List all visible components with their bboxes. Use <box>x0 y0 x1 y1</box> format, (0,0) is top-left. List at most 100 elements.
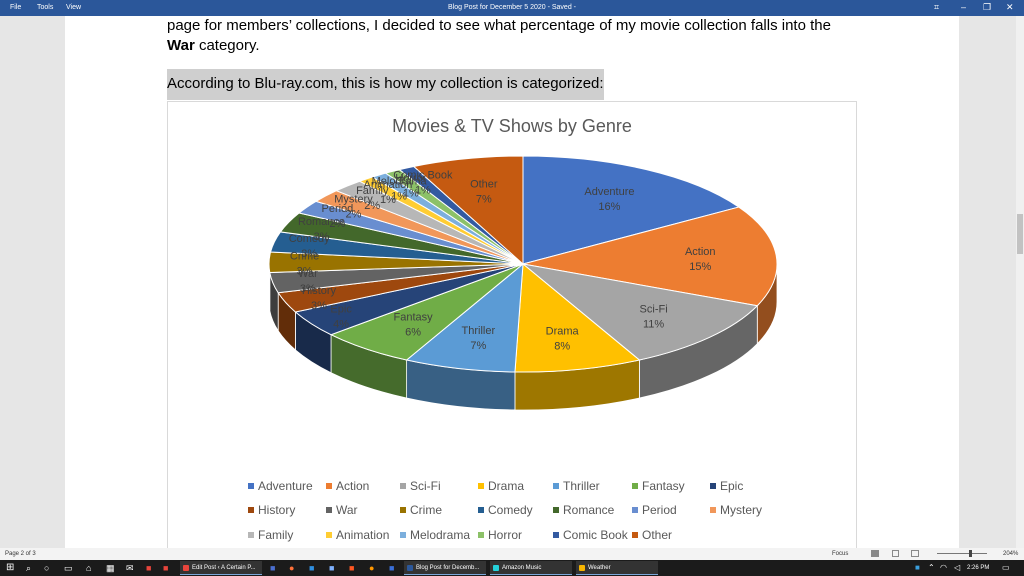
legend-item-war[interactable]: War <box>326 503 358 517</box>
pinned-app-icon[interactable]: ■ <box>329 563 335 573</box>
legend-item-crime[interactable]: Crime <box>400 503 442 517</box>
legend-swatch <box>326 532 332 538</box>
pinned-app-icon[interactable]: ■ <box>146 563 152 573</box>
legend-item-comic-book[interactable]: Comic Book <box>553 528 629 542</box>
legend-label: Mystery <box>720 503 762 517</box>
legend-label: History <box>258 503 295 517</box>
restore-button[interactable]: ❐ <box>983 2 992 12</box>
legend-item-period[interactable]: Period <box>632 503 677 517</box>
pinned-app-icon[interactable]: ■ <box>349 563 355 573</box>
legend-swatch <box>553 483 559 489</box>
menu-view[interactable]: View <box>66 4 82 11</box>
taskbar-app-music[interactable]: Amazon Music <box>490 561 572 575</box>
taskbar: ⊞ ⌕ ○ ▭ ⌂ ▦ ✉ ■ ■ Edit Post ‹ A Certain … <box>0 560 1024 576</box>
tray-app-icon[interactable]: ■ <box>915 563 920 572</box>
legend-item-thriller[interactable]: Thriller <box>553 479 600 493</box>
volume-icon[interactable]: ◁ <box>954 563 961 572</box>
legend-swatch <box>248 483 254 489</box>
slice-percent-label: 7% <box>476 193 492 205</box>
pie-slice-other[interactable] <box>412 155 524 266</box>
pie-slice-action[interactable] <box>522 206 778 307</box>
legend-item-other[interactable]: Other <box>632 528 672 542</box>
zoom-level[interactable]: 204% <box>1003 551 1019 557</box>
focus-button[interactable]: Focus <box>832 551 849 557</box>
pie-slice-thriller[interactable] <box>405 262 524 373</box>
legend-item-sci-fi[interactable]: Sci-Fi <box>400 479 441 493</box>
title-bar: File Tools View Blog Post for December 5… <box>0 0 1024 16</box>
slice-percent-label: 6% <box>405 326 421 338</box>
chevron-up-icon[interactable]: ⌃ <box>928 563 935 572</box>
pinned-app-icon[interactable]: ■ <box>163 563 169 573</box>
zoom-slider-handle[interactable] <box>969 550 972 557</box>
legend-item-adventure[interactable]: Adventure <box>248 479 313 493</box>
legend-item-action[interactable]: Action <box>326 479 369 493</box>
legend-item-fantasy[interactable]: Fantasy <box>632 479 685 493</box>
legend-item-melodrama[interactable]: Melodrama <box>400 528 470 542</box>
legend-label: Comedy <box>488 503 533 517</box>
pie-slice-adventure[interactable] <box>522 155 741 265</box>
search-icon[interactable]: ⌕ <box>26 563 32 573</box>
paragraph-text: category. <box>194 37 260 54</box>
clock[interactable]: 2:26 PM <box>967 565 990 571</box>
legend-item-history[interactable]: History <box>248 503 295 517</box>
close-button[interactable]: ✕ <box>1006 2 1014 12</box>
notifications-icon[interactable]: ▭ <box>1002 563 1010 572</box>
windows-start-icon[interactable]: ⊞ <box>6 562 15 573</box>
slice-category-label: War <box>298 268 318 280</box>
taskbar-app-label: Blog Post for Decemb... <box>416 565 480 571</box>
slice-percent-label: 1% <box>380 194 396 206</box>
legend-item-animation[interactable]: Animation <box>326 528 389 542</box>
taskbar-app-label: Amazon Music <box>502 565 542 571</box>
cortana-icon[interactable]: ○ <box>44 563 50 573</box>
wifi-icon[interactable]: ◠ <box>940 563 947 572</box>
legend-swatch <box>553 532 559 538</box>
read-mode-icon[interactable] <box>871 550 879 557</box>
legend-swatch <box>553 507 559 513</box>
taskbar-app-label: Edit Post ‹ A Certain P... <box>192 565 256 571</box>
legend-item-family[interactable]: Family <box>248 528 293 542</box>
store-icon[interactable]: ▦ <box>106 563 115 573</box>
chart-container[interactable]: Movies & TV Shows by Genre Adventure 16% A… <box>167 101 857 553</box>
slice-percent-label: 7% <box>470 340 486 352</box>
scrollbar-thumb[interactable] <box>1017 214 1023 254</box>
legend-label: Period <box>642 503 677 517</box>
print-layout-icon[interactable] <box>892 550 899 557</box>
legend-label: Melodrama <box>410 528 470 542</box>
legend-item-comedy[interactable]: Comedy <box>478 503 533 517</box>
pinned-app-icon[interactable]: ■ <box>389 563 395 573</box>
legend-swatch <box>632 532 638 538</box>
zoom-slider[interactable] <box>937 553 987 554</box>
pinned-app-icon[interactable]: ● <box>289 563 295 573</box>
legend-item-horror[interactable]: Horror <box>478 528 522 542</box>
slice-percent-label: 15% <box>689 261 711 273</box>
legend-item-drama[interactable]: Drama <box>478 479 524 493</box>
slice-category-label: Comedy <box>289 233 330 245</box>
slice-percent-label: 3% <box>301 248 317 260</box>
pinned-app-icon[interactable]: ■ <box>270 563 276 573</box>
web-layout-icon[interactable] <box>911 550 919 557</box>
legend-label: Romance <box>563 503 615 517</box>
legend-item-mystery[interactable]: Mystery <box>710 503 762 517</box>
legend-item-romance[interactable]: Romance <box>553 503 615 517</box>
vertical-scrollbar[interactable] <box>1016 16 1024 548</box>
task-view-icon[interactable]: ▭ <box>64 563 73 573</box>
immersive-reader-icon[interactable]: ⌗ <box>934 2 940 12</box>
menu-file[interactable]: File <box>10 4 22 11</box>
pie-slice-sci-fi[interactable] <box>521 263 759 361</box>
slice-category-label: Period <box>321 203 353 215</box>
home-icon[interactable]: ⌂ <box>86 563 92 573</box>
minimize-button[interactable]: – <box>961 2 967 12</box>
legend-item-epic[interactable]: Epic <box>710 479 743 493</box>
slice-category-label: History <box>302 285 337 297</box>
menu-tools[interactable]: Tools <box>37 4 54 11</box>
taskbar-app-browser[interactable]: Edit Post ‹ A Certain P... <box>180 561 262 575</box>
taskbar-app-word[interactable]: Blog Post for Decemb... <box>404 561 486 575</box>
mail-icon[interactable]: ✉ <box>126 563 134 573</box>
music-icon <box>493 565 499 571</box>
slice-percent-label: 3% <box>311 300 327 312</box>
pinned-app-icon[interactable]: ■ <box>309 563 315 573</box>
pinned-app-icon[interactable]: ● <box>369 563 375 573</box>
taskbar-app-weather[interactable]: Weather <box>576 561 658 575</box>
slice-category-label: Action <box>685 246 716 258</box>
pie-slice-drama[interactable] <box>514 262 641 373</box>
